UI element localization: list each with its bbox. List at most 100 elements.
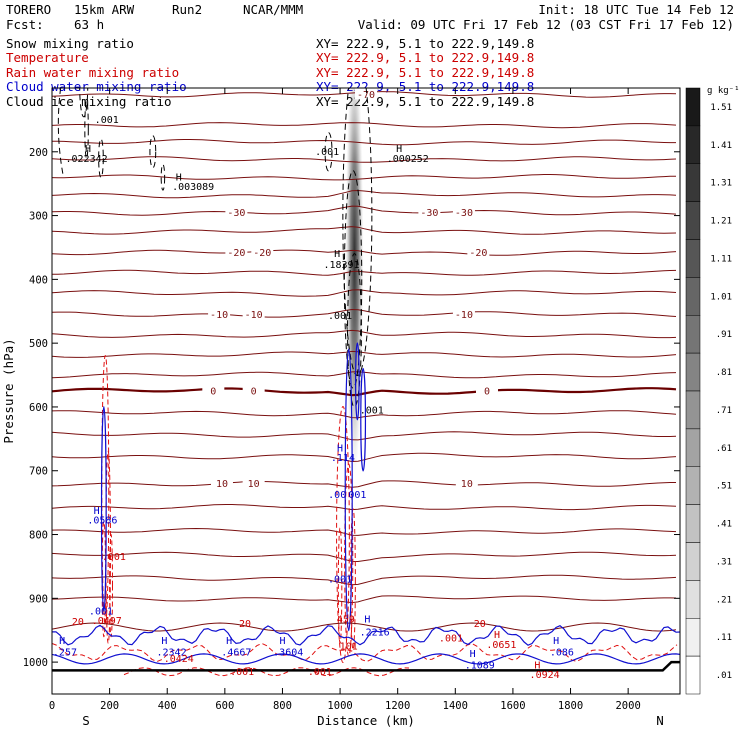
plot-area: -70-30 -30 -30-20 -20 -20-10 -10 -100 0 010 10 10 … — [52, 88, 680, 681]
colorbar-swatch-9 — [685, 428, 701, 467]
legend-label-rain: Rain water mixing ratio — [6, 65, 179, 80]
colorbar-swatch-2 — [685, 163, 701, 202]
x-tick-label-1: 200 — [100, 700, 119, 712]
annotation-33: .001 — [230, 667, 254, 678]
isotherm-label-15-1: 0 — [251, 387, 257, 398]
rain-band-surface — [123, 667, 410, 677]
colorbar-swatch-11 — [685, 504, 701, 543]
annotation-35: 459 — [337, 615, 355, 626]
annotation-3: H — [176, 172, 182, 183]
isotherm-label-bg-8-2 — [467, 246, 490, 258]
x-axis: 0 200 400 600 800 1000 1200 1400 1600 1800 2000 — [49, 88, 641, 712]
y-tick-label-7: 900 — [29, 593, 48, 605]
north-end-label: N — [656, 713, 664, 728]
colorbar-label-1: 1.41 — [710, 141, 732, 151]
x-tick-label-8: 1600 — [500, 700, 525, 712]
colorbar-swatch-3 — [685, 201, 701, 240]
isotherm-10 — [52, 289, 677, 297]
ice-contour-2 — [98, 138, 104, 178]
annotation-9: .18391 — [323, 260, 359, 271]
annotation-1: H — [85, 144, 91, 155]
legend-label-snow: Snow mixing ratio — [6, 36, 134, 51]
plot-frame — [51, 87, 681, 695]
annotation-13: .114 — [331, 453, 355, 464]
isotherm-label-bg-19-0 — [210, 477, 233, 489]
x-tick-label-3: 600 — [215, 700, 234, 712]
isotherm-label-6-1: -30 — [420, 208, 438, 219]
isotherm-label-bg-19-2 — [455, 477, 478, 489]
legend-label-cloud-water: Cloud water mixing ratio — [6, 79, 187, 94]
colorbar-label-9: .61 — [716, 444, 732, 454]
cloud-water-contour-1 — [344, 348, 353, 632]
cloud-water-band-top — [52, 624, 680, 646]
colorbar-swatch-1 — [685, 125, 701, 164]
isotherm-22 — [52, 551, 677, 563]
annotation-16: .001 — [328, 574, 352, 585]
colorbar-swatch-8 — [685, 390, 701, 430]
ground-surface — [52, 660, 680, 672]
cloud-ice-contours — [57, 88, 373, 408]
annotation-27: .0424 — [164, 654, 194, 665]
annotation-45: H — [553, 636, 559, 647]
annotation-5: .001 — [315, 147, 339, 158]
y-tick-label-8: 1000 — [23, 657, 48, 669]
x-tick-label-7: 1400 — [443, 700, 468, 712]
y-axis-label: Pressure (hPa) — [1, 338, 16, 443]
rain-contour-6 — [350, 508, 356, 651]
colorbar-label-15: .01 — [716, 671, 732, 681]
x-tick-label-4: 800 — [273, 700, 292, 712]
isotherm-label-0-0: -70 — [357, 90, 375, 101]
isotherm-label-8-1: -20 — [253, 248, 271, 259]
ice-contour-0 — [79, 88, 89, 118]
x-tick-label-2: 400 — [158, 700, 177, 712]
colorbar-label-14: .11 — [716, 633, 732, 643]
isotherm-label-bg-8-0 — [225, 246, 248, 258]
isotherm-7 — [52, 226, 677, 235]
isotherm-label-bg-11-1 — [242, 308, 265, 320]
annotation-15: 001 — [348, 490, 366, 501]
isotherm-1 — [52, 122, 677, 129]
annotation-14: .00 — [328, 490, 346, 501]
isotherm-label-11-0: -10 — [210, 310, 228, 321]
ice-contour-edge — [57, 88, 65, 178]
rain-contour-7 — [337, 527, 343, 644]
source-label: NCAR/MMM — [243, 2, 303, 17]
cloud-water-band-bottom — [52, 653, 680, 665]
y-tick-label-2: 400 — [29, 274, 48, 286]
cloud-water-contour-2 — [360, 367, 367, 472]
cloud-water-contours — [52, 342, 680, 665]
isotherm-5 — [52, 189, 677, 199]
isotherm-label-15-2: 0 — [484, 387, 490, 398]
colorbar-label-4: 1.11 — [710, 254, 732, 264]
y-tick-label-1: 300 — [29, 211, 48, 223]
annotation-10: .001 — [328, 311, 352, 322]
colorbar-label-3: 1.21 — [710, 217, 732, 227]
colorbar-label-0: 1.51 — [710, 103, 732, 113]
colorbar-units: g kg⁻¹ — [707, 86, 740, 96]
isotherm-2 — [52, 139, 676, 146]
isotherm-16 — [52, 410, 677, 419]
annotation-6: H — [396, 144, 402, 155]
isotherm-4 — [52, 174, 677, 181]
annotation-2: .022342 — [65, 154, 107, 165]
isotherm-label-bg-11-2 — [452, 308, 475, 320]
model-resolution: 15km ARW — [74, 2, 135, 17]
legend-xy-cloud-water: XY= 222.9, 5.1 to 222.9,149.8 — [316, 79, 534, 94]
rain-contour-0 — [101, 354, 110, 625]
colorbar-label-8: .71 — [716, 406, 732, 416]
annotation-7: .000252 — [387, 154, 429, 165]
colorbar-label-10: .51 — [716, 482, 732, 492]
isotherm-label-bg-15-0 — [202, 385, 225, 396]
isotherm-21 — [52, 527, 677, 536]
annotation-23: H — [59, 636, 65, 647]
colorbar-swatch-10 — [685, 466, 701, 505]
init-time: Init: 18 UTC Tue 14 Feb 12 — [538, 2, 734, 17]
isotherm-17 — [52, 431, 677, 441]
colorbar: 1.51 1.41 1.31 1.21 1.11 1.01 .91 .81 .71 .61 .51.… — [685, 87, 732, 695]
isotherm-12 — [52, 329, 677, 339]
isotherm-6 — [52, 205, 677, 216]
annotation-42: .0651 — [486, 640, 516, 651]
ice-contour-3 — [149, 135, 157, 169]
